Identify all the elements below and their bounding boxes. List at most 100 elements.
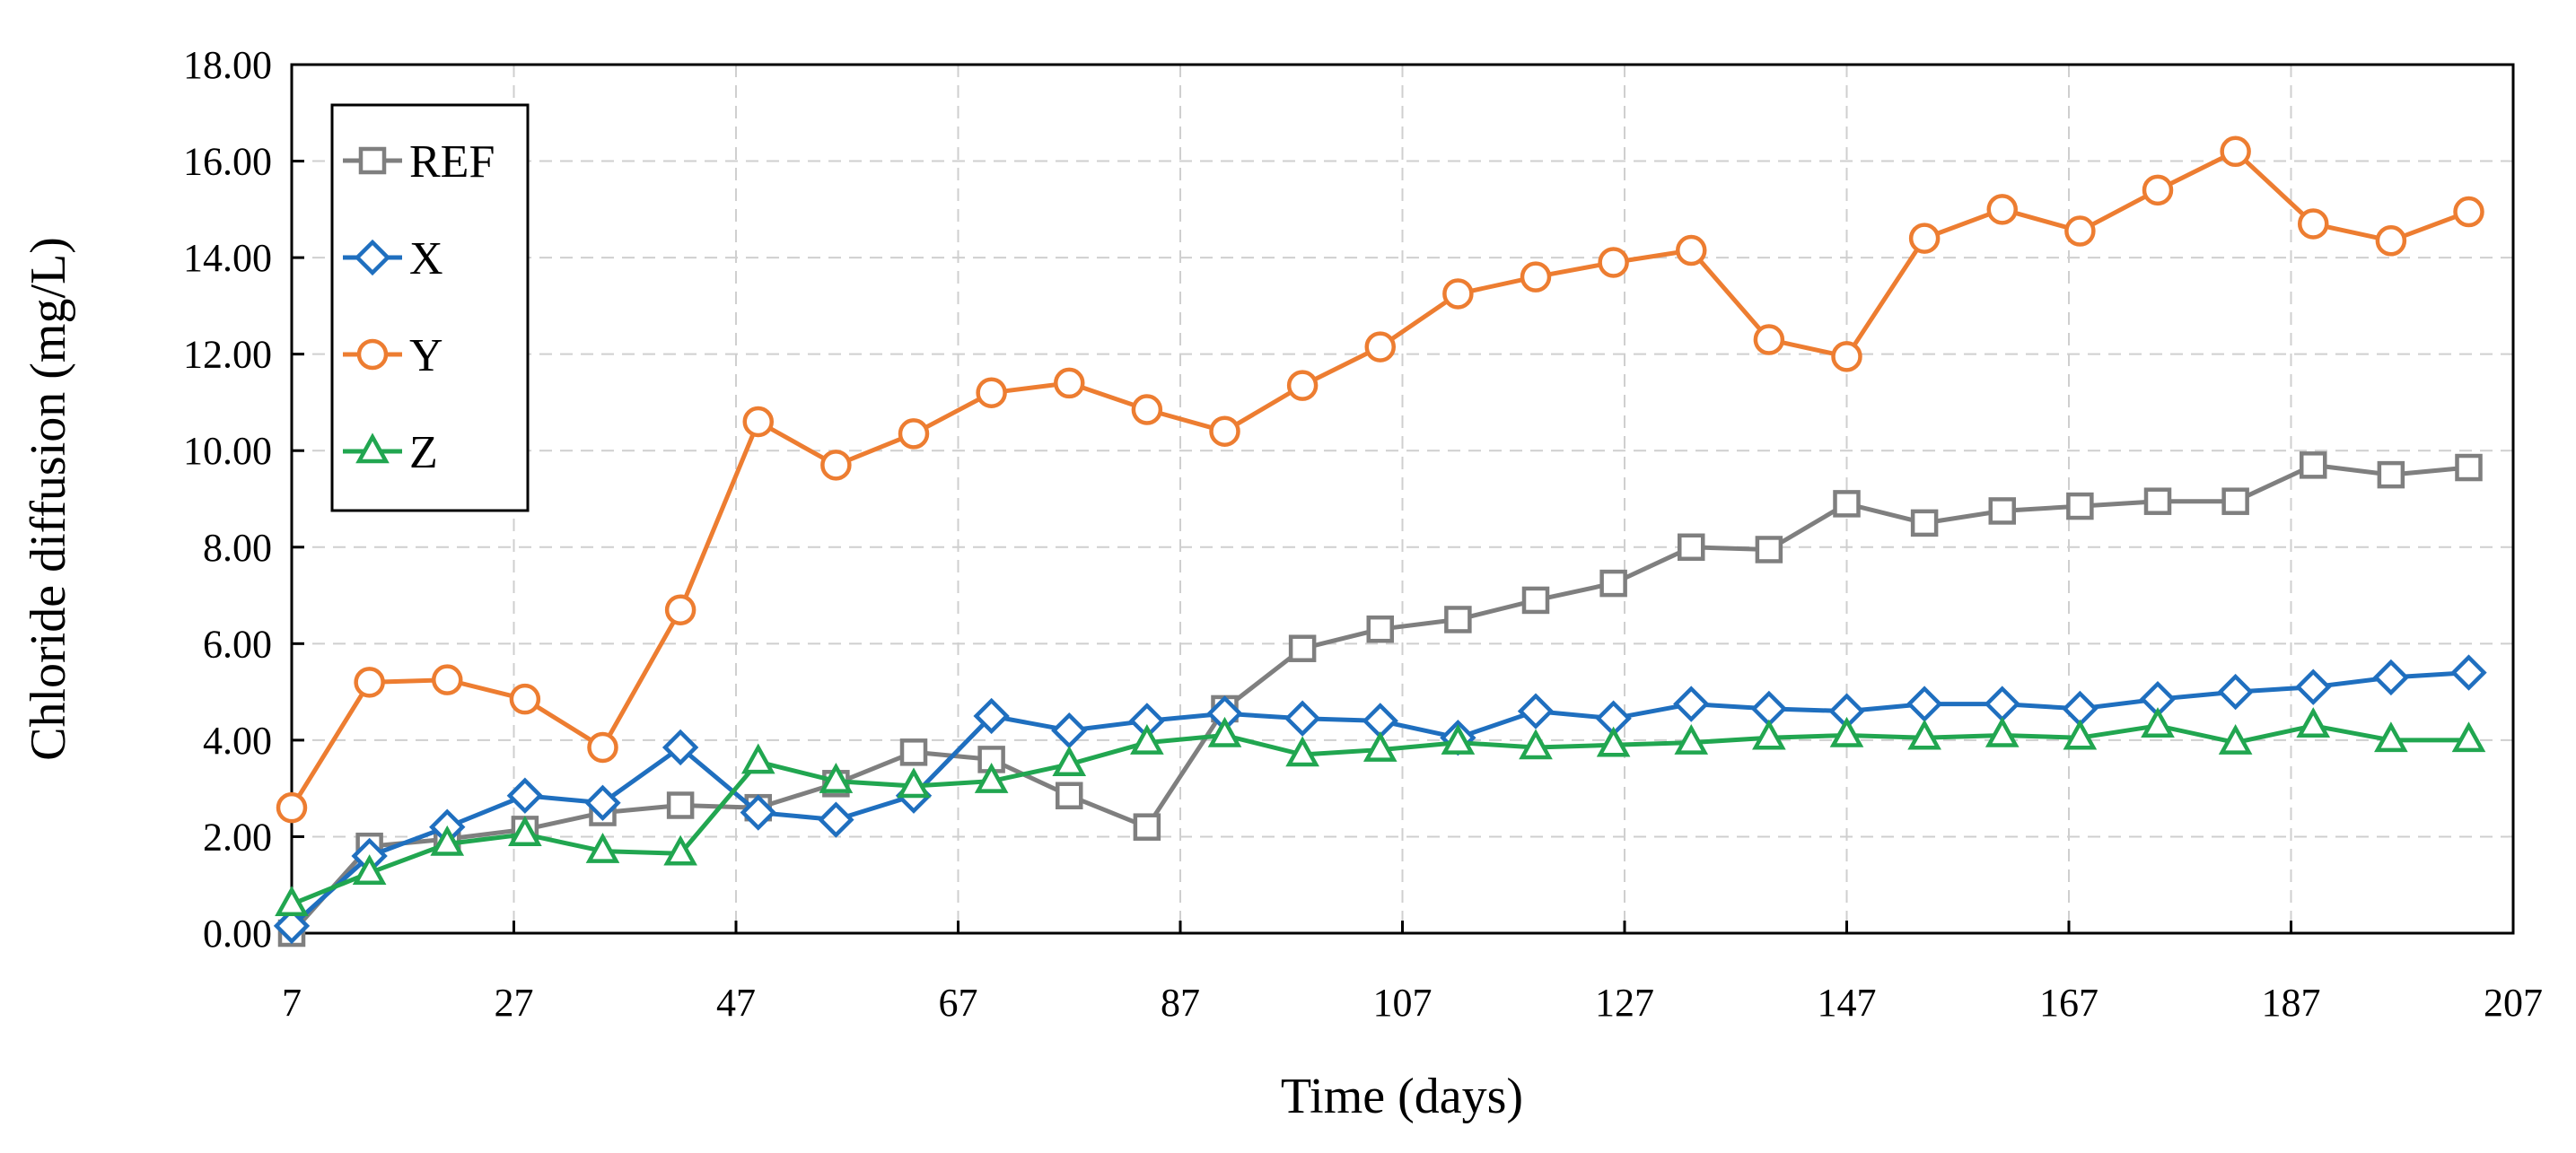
data-point-z — [1596, 726, 1631, 757]
series-z — [275, 707, 2486, 916]
x-axis-title: Time (days) — [1281, 1069, 1523, 1124]
data-point-z — [2296, 707, 2331, 738]
data-point-x — [818, 801, 854, 838]
x-tick-label: 87 — [1161, 981, 1200, 1025]
data-point-x — [973, 697, 1010, 735]
data-point-ref — [1444, 606, 1472, 633]
legend-box — [330, 103, 530, 512]
data-point-ref — [1988, 497, 2016, 525]
y-tick-label: 2.00 — [203, 815, 272, 859]
data-point-x — [2450, 654, 2487, 691]
data-point-ref — [1599, 569, 1627, 598]
x-tick-label: 187 — [2262, 981, 2321, 1025]
legend: REF XYZ — [330, 103, 530, 512]
data-point-x — [2372, 659, 2410, 696]
data-point-y — [1753, 324, 1785, 355]
data-point-ref — [2066, 492, 2094, 520]
data-point-y — [1986, 194, 2018, 225]
data-point-ref — [2143, 487, 2172, 515]
data-point-y — [1286, 370, 1319, 401]
data-point-y — [1131, 394, 1163, 425]
series-y — [276, 135, 2484, 824]
data-point-x — [1673, 686, 1710, 722]
legend-marker-ref — [358, 146, 387, 175]
x-tick-label: 67 — [939, 981, 978, 1025]
data-point-x — [662, 729, 699, 766]
data-point-y — [354, 667, 385, 698]
y-tick-label: 12.00 — [183, 333, 272, 377]
data-point-y — [898, 418, 930, 450]
data-point-ref — [1366, 615, 1394, 643]
legend-label-y: Y — [409, 330, 443, 381]
data-point-z — [430, 825, 465, 856]
data-point-z — [897, 767, 931, 799]
data-point-x — [2217, 673, 2254, 711]
data-point-z — [508, 816, 542, 847]
data-point-y — [2375, 225, 2407, 257]
data-point-y — [2298, 208, 2329, 240]
data-point-x — [1984, 686, 2020, 722]
series-x — [273, 654, 2487, 945]
axis-ticks: 0.00 2.00 4.00 6.00 8.00 10.00 12.00 14.00 16.00… — [183, 43, 2543, 1025]
data-point-z — [275, 886, 309, 916]
y-tick-label: 14.00 — [183, 236, 272, 280]
series-lines — [273, 135, 2487, 948]
data-point-z — [1674, 723, 1709, 755]
data-point-ref — [666, 791, 695, 819]
x-tick-label: 7 — [282, 981, 302, 1025]
legend-label-x: X — [409, 233, 443, 284]
data-point-z — [1441, 723, 1476, 755]
legend-label-ref: REF — [409, 136, 495, 188]
data-point-y — [1676, 234, 1707, 266]
data-point-y — [276, 791, 308, 824]
legend-marker-x — [354, 239, 391, 276]
data-point-y — [976, 377, 1007, 408]
data-point-x — [2295, 668, 2332, 705]
data-point-x — [584, 784, 621, 821]
data-point-ref — [1678, 533, 1705, 562]
data-point-z — [585, 832, 620, 863]
data-point-z — [352, 854, 387, 886]
data-point-z — [2063, 719, 2098, 750]
data-point-y — [1520, 261, 1552, 293]
y-tick-label: 10.00 — [183, 429, 272, 473]
data-point-x — [506, 777, 544, 814]
legend-label-z: Z — [409, 427, 438, 478]
y-tick-label: 18.00 — [183, 43, 272, 87]
legend-marker-y — [356, 338, 389, 371]
data-point-x — [740, 794, 776, 831]
data-point-y — [1442, 278, 1474, 310]
data-point-y — [587, 731, 618, 764]
data-point-z — [1052, 746, 1087, 777]
data-point-y — [664, 594, 697, 625]
data-point-z — [740, 743, 775, 774]
data-point-z — [1829, 716, 1864, 747]
data-point-x — [1051, 712, 1088, 749]
data-point-y — [2064, 215, 2096, 247]
y-tick-label: 6.00 — [203, 622, 272, 666]
data-point-z — [1130, 723, 1164, 755]
data-point-x — [1517, 693, 1555, 729]
data-point-y — [2453, 196, 2484, 228]
data-point-z — [1285, 736, 1319, 767]
data-point-z — [974, 762, 1009, 793]
data-point-z — [2141, 707, 2175, 738]
data-point-ref — [899, 738, 928, 766]
x-tick-label: 107 — [1373, 981, 1433, 1025]
data-point-y — [2142, 174, 2174, 206]
data-point-z — [1907, 719, 1941, 750]
data-point-z — [1362, 731, 1398, 762]
data-point-y — [742, 406, 774, 438]
y-tick-label: 4.00 — [203, 719, 272, 763]
data-point-y — [1831, 341, 1862, 372]
y-axis-title: Chloride diffusion (mg/L) — [21, 237, 76, 761]
y-tick-label: 0.00 — [203, 912, 272, 956]
data-point-z — [663, 834, 697, 866]
data-point-x — [1906, 686, 1943, 722]
series-ref — [277, 451, 2483, 948]
y-tick-label: 8.00 — [203, 526, 272, 570]
gridlines — [292, 65, 2513, 933]
data-point-y — [1209, 415, 1240, 447]
data-point-ref — [1910, 509, 1939, 537]
